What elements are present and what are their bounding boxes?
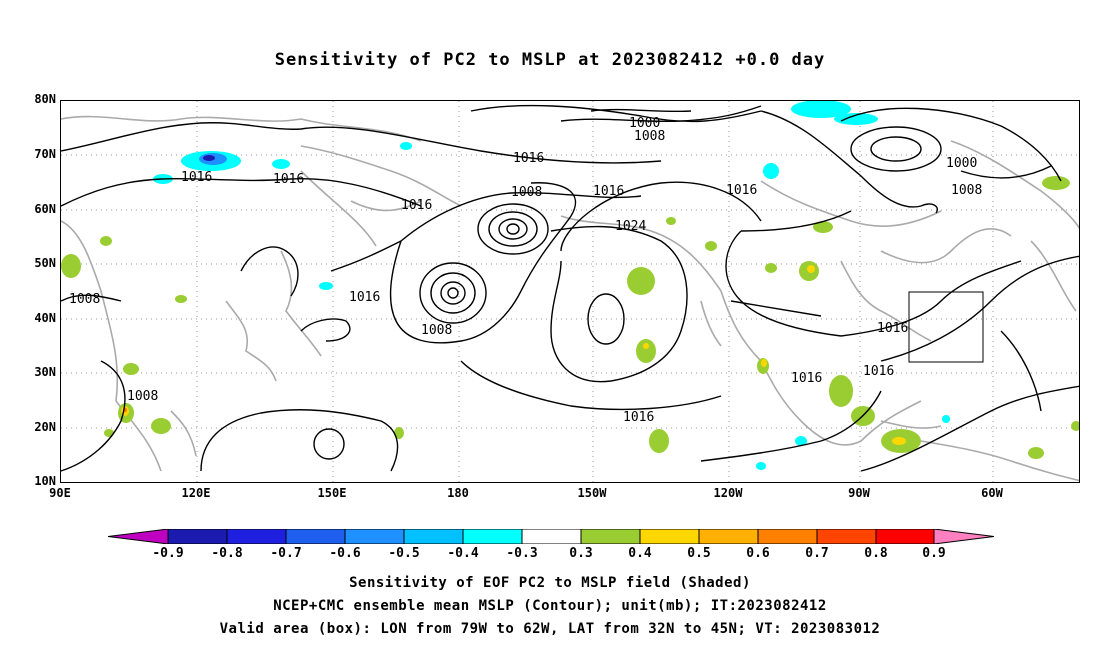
contour-label: 1016 (273, 172, 304, 187)
contour-label: 1016 (877, 321, 908, 336)
contour-label: 1016 (401, 198, 432, 213)
lon-label-90w: 90W (848, 486, 870, 500)
contour-label: 1016 (863, 364, 894, 379)
colorbar-label: -0.9 (152, 546, 184, 561)
colorbar-cell (404, 529, 463, 544)
contour-label: 1008 (421, 323, 452, 338)
colorbar-cell (522, 529, 581, 544)
lat-label-30n: 30N (34, 365, 56, 379)
caption-line-1: Sensitivity of EOF PC2 to MSLP field (Sh… (349, 575, 751, 591)
sensitivity-shading (61, 101, 1079, 470)
colorbar-cell (168, 529, 227, 544)
map-panel: 1000 1008 1016 1016 1016 1016 1008 1016 … (60, 100, 1080, 483)
colorbar-cell (286, 529, 345, 544)
contour-label: 1008 (127, 389, 158, 404)
colorbar-cell (876, 529, 934, 544)
valid-area-box (908, 291, 984, 363)
colorbar-cell (699, 529, 758, 544)
plot-title: Sensitivity of PC2 to MSLP at 2023082412… (274, 50, 826, 70)
lat-label-10n: 10N (34, 474, 56, 488)
colorbar-cell (345, 529, 404, 544)
contour-label: 1008 (511, 185, 542, 200)
lon-label-150w: 150W (577, 486, 607, 500)
colorbar-label: 0.8 (864, 546, 888, 561)
colorbar-cell (934, 529, 994, 544)
colorbar-cell (758, 529, 817, 544)
colorbar-label: -0.4 (447, 546, 479, 561)
contour-label: 1000 (629, 116, 660, 131)
lat-label-60n: 60N (34, 202, 56, 216)
contour-label: 1016 (593, 184, 624, 199)
lon-label-180: 180 (447, 486, 469, 500)
contour-label: 1016 (791, 371, 822, 386)
lon-label-150e: 150E (317, 486, 347, 500)
colorbar-label: 0.6 (746, 546, 770, 561)
lon-label-120e: 120E (181, 486, 211, 500)
lat-label-40n: 40N (34, 311, 56, 325)
colorbar-cell (817, 529, 876, 544)
map-svg: 1000 1008 1016 1016 1016 1016 1008 1016 … (61, 101, 1079, 482)
colorbar-label: -0.8 (211, 546, 243, 561)
colorbar-cell (640, 529, 699, 544)
contour-label: 1016 (349, 290, 380, 305)
lat-label-70n: 70N (34, 147, 56, 161)
mslp-contours (61, 104, 1079, 472)
colorbar-label: -0.5 (388, 546, 420, 561)
contour-labels: 1000 1008 1016 1016 1016 1016 1008 1016 … (69, 116, 982, 425)
caption-line-3: Valid area (box): LON from 79W to 62W, L… (219, 621, 881, 637)
colorbar-label: 0.5 (687, 546, 711, 561)
contour-label: 1008 (951, 183, 982, 198)
coastlines (61, 115, 1079, 482)
lat-label-80n: 80N (34, 92, 56, 106)
contour-label: 1016 (726, 183, 757, 198)
contour-label: 1000 (946, 156, 977, 171)
contour-label: 1008 (634, 129, 665, 144)
colorbar-cell (108, 529, 168, 544)
lat-label-20n: 20N (34, 420, 56, 434)
lon-label-120w: 120W (713, 486, 743, 500)
lon-label-60w: 60W (981, 486, 1003, 500)
contour-label: 1016 (181, 170, 212, 185)
colorbar-cell (463, 529, 522, 544)
colorbar-label: 0.3 (569, 546, 593, 561)
colorbar-cell (581, 529, 640, 544)
colorbar-label: -0.7 (270, 546, 302, 561)
colorbar-label: -0.6 (329, 546, 361, 561)
colorbar-label: -0.3 (506, 546, 538, 561)
lon-label-90e: 90E (49, 486, 71, 500)
contour-label: 1016 (513, 151, 544, 166)
caption-line-2: NCEP+CMC ensemble mean MSLP (Contour); u… (273, 598, 827, 614)
colorbar (108, 529, 994, 544)
colorbar-cell (227, 529, 286, 544)
contour-label: 1024 (615, 219, 646, 234)
contour-label: 1008 (69, 292, 100, 307)
colorbar-label: 0.4 (628, 546, 652, 561)
lat-label-50n: 50N (34, 256, 56, 270)
colorbar-label: 0.9 (922, 546, 946, 561)
colorbar-label: 0.7 (805, 546, 829, 561)
contour-label: 1016 (623, 410, 654, 425)
